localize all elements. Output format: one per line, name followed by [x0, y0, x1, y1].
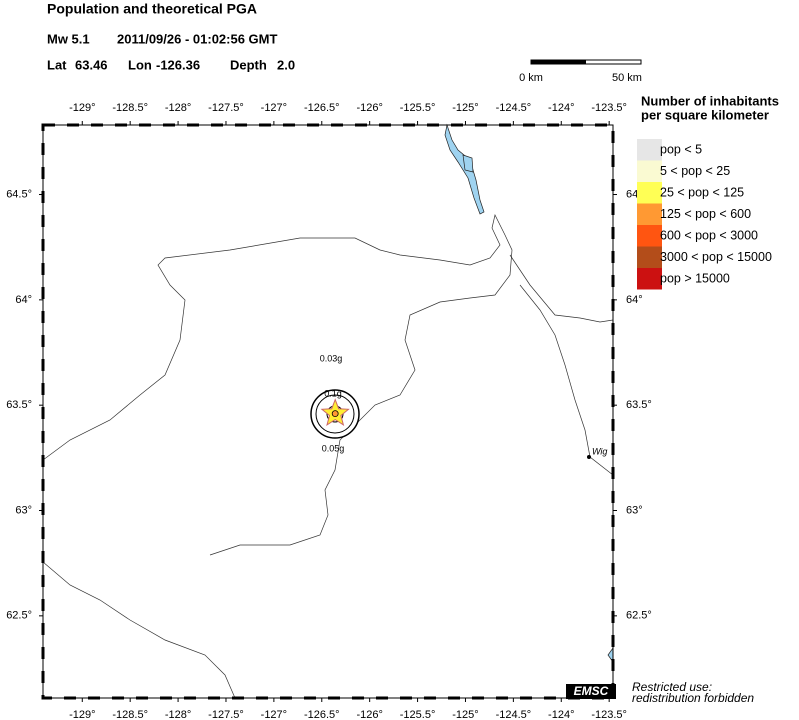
x-tick-label: -126°: [356, 709, 382, 720]
x-tick-label: -128°: [165, 709, 191, 720]
y-tick-label: 64.5°: [6, 188, 32, 200]
x-tick-label: -126°: [356, 102, 382, 114]
y-tick-label: 63°: [626, 504, 643, 516]
x-tick-label: -125°: [452, 709, 478, 720]
scale-bar: 0 km 50 km: [519, 59, 642, 84]
x-tick-label: -124.5°: [496, 102, 532, 114]
x-tick-label: -123.5°: [591, 102, 627, 114]
scale-end: 50 km: [612, 72, 642, 84]
legend-swatch: [637, 246, 662, 268]
pga-label: 0.03g: [320, 353, 343, 363]
y-tick-label: 64°: [15, 294, 32, 306]
axis-ticks: -129° -129° -128.5° -128.5° -128° -128° -127.5…: [6, 102, 652, 720]
legend-title: per square kilometer: [641, 107, 769, 122]
x-tick-label: -127.5°: [208, 709, 244, 720]
legend-label: 25 < pop < 125: [660, 185, 744, 199]
x-tick-label: -129°: [69, 102, 95, 114]
x-tick-label: -126.5°: [304, 709, 340, 720]
legend-swatch: [637, 160, 662, 182]
x-tick-label: -125.5°: [400, 102, 436, 114]
x-tick-label: -126.5°: [304, 102, 340, 114]
y-tick-label: 63.5°: [626, 399, 652, 411]
legend-label: pop < 5: [660, 142, 702, 156]
pga-label: 0.1g: [324, 388, 342, 398]
badge: [566, 684, 616, 699]
y-tick-label: 62.5°: [626, 610, 652, 622]
legend-title: Number of inhabitants: [641, 93, 779, 108]
pga-label: 0.05g: [322, 443, 345, 453]
x-tick-label: -127°: [261, 102, 287, 114]
legend-label: 3000 < pop < 15000: [660, 250, 772, 264]
badge-text: EMSC: [574, 684, 609, 698]
x-tick-label: -127°: [261, 709, 287, 720]
y-tick-label: 64°: [626, 294, 643, 306]
legend: pop < 5 5 < pop < 25 25 < pop < 125 125 < p…: [637, 139, 772, 290]
scale-start: 0 km: [519, 72, 543, 84]
x-tick-label: -127.5°: [208, 102, 244, 114]
magnitude: Mw 5.1: [47, 31, 90, 46]
y-tick-label: 63.5°: [6, 399, 32, 411]
x-tick-label: -123.5°: [591, 709, 627, 720]
title: Population and theoretical PGA: [47, 1, 257, 17]
x-tick-label: -124°: [548, 709, 574, 720]
town-label: Wig: [592, 446, 607, 456]
lat-label: Lat: [47, 57, 67, 72]
x-tick-label: -125.5°: [400, 709, 436, 720]
y-tick-label: 62.5°: [6, 610, 32, 622]
legend-swatch: [637, 268, 662, 290]
footer-line: redistribution forbidden: [632, 691, 754, 705]
legend-swatch: [637, 203, 662, 225]
footer-line: Restricted use:: [632, 680, 712, 694]
datetime: 2011/09/26 - 01:02:56 GMT: [117, 31, 277, 46]
x-tick-label: -125°: [452, 102, 478, 114]
depth-value: 2.0: [277, 57, 295, 72]
lon-label: Lon: [128, 57, 152, 72]
y-tick-label: 63°: [15, 504, 32, 516]
legend-swatch: [637, 139, 662, 161]
x-tick-label: -124°: [548, 102, 574, 114]
x-tick-label: -129°: [69, 709, 95, 720]
legend-swatch: [637, 225, 662, 247]
x-tick-label: -128°: [165, 102, 191, 114]
legend-label: 5 < pop < 25: [660, 164, 730, 178]
lat-value: 63.46: [75, 57, 108, 72]
legend-label: pop > 15000: [660, 271, 730, 285]
legend-label: 600 < pop < 3000: [660, 228, 758, 242]
depth-label: Depth: [230, 57, 267, 72]
lon-value: -126.36: [156, 57, 200, 72]
legend-swatch: [637, 182, 662, 204]
x-tick-label: -124.5°: [496, 709, 532, 720]
x-tick-label: -128.5°: [112, 102, 148, 114]
epicenter-center: [331, 410, 339, 418]
town-dot: [587, 455, 591, 459]
legend-label: 125 < pop < 600: [660, 207, 751, 221]
x-tick-label: -128.5°: [112, 709, 148, 720]
